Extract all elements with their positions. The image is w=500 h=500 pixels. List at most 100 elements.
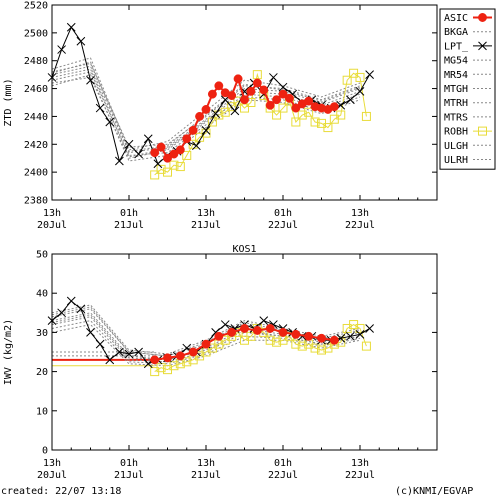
- iwv-series-line-mg54: [51, 316, 361, 363]
- ztd-x-tick-label-hour: 13h: [197, 208, 215, 219]
- iwv-point-asic: [175, 351, 185, 361]
- ztd-point-robh: [156, 164, 166, 174]
- iwv-y-tick-label: 20: [36, 367, 48, 378]
- iwv-y-tick-label: 0: [42, 446, 48, 457]
- ztd-point-lpt: [143, 134, 153, 144]
- iwv-point-asic: [329, 335, 339, 345]
- ztd-x-tick-label-hour: 13h: [351, 208, 369, 219]
- iwv-y-tick-label: 30: [36, 328, 48, 339]
- iwv-point-asic: [252, 325, 262, 335]
- ztd-point-asic: [169, 149, 179, 159]
- ztd-point-robh: [150, 170, 160, 180]
- ztd-point-robh: [310, 117, 320, 127]
- ztd-point-lpt: [211, 109, 220, 118]
- ztd-point-lpt: [355, 87, 365, 96]
- ztd-point-asic: [246, 86, 256, 96]
- iwv-point-asic: [265, 324, 275, 333]
- ztd-point-robh: [342, 75, 352, 85]
- ztd-y-tick-label: 2500: [24, 28, 48, 39]
- ztd-point-asic: [233, 74, 243, 84]
- iwv-point-asic: [214, 331, 224, 341]
- ztd-point-lpt: [346, 95, 355, 105]
- ztd-x-tick-label-date: 21Jul: [191, 220, 221, 231]
- legend-entry-label: MTRH: [444, 98, 468, 109]
- ztd-point-lpt: [201, 126, 211, 135]
- ztd-point-robh: [272, 110, 282, 120]
- iwv-panel: 0102030405013h20Jul01h21Jul13h21Jul01h22…: [3, 244, 438, 481]
- ztd-point-asic: [175, 145, 185, 155]
- iwv-point-robh: [355, 323, 365, 333]
- ztd-point-lpt: [95, 103, 105, 113]
- iwv-point-robh: [297, 341, 307, 351]
- legend-box: [439, 8, 496, 170]
- iwv-point-lpt: [66, 296, 76, 306]
- ztd-point-asic: [201, 105, 211, 114]
- ztd-point-robh: [175, 162, 185, 172]
- ztd-series-line-mr54: [51, 65, 361, 154]
- iwv-x-tick-label-date: 20Jul: [37, 470, 67, 481]
- iwv-x-tick-label-date: 21Jul: [114, 470, 144, 481]
- ztd-y-tick-label: 2440: [24, 112, 48, 123]
- legend-entry-label: MR54: [444, 70, 468, 81]
- ztd-point-lpt: [230, 106, 240, 116]
- iwv-x-tick-label-date: 22Jul: [268, 470, 298, 481]
- ztd-point-robh: [278, 103, 288, 113]
- iwv-point-asic: [201, 339, 211, 349]
- ztd-point-robh: [220, 107, 230, 117]
- legend-swatch-marker: [478, 41, 487, 51]
- iwv-point-lpt: [259, 316, 269, 325]
- ztd-point-asic: [284, 93, 294, 103]
- iwv-point-lpt: [105, 355, 115, 365]
- iwv-point-asic: [304, 331, 314, 341]
- ztd-point-robh: [201, 128, 211, 138]
- ztd-point-robh: [336, 110, 346, 120]
- ztd-point-lpt: [76, 36, 86, 46]
- ztd-x-tick-label-hour: 01h: [120, 208, 138, 219]
- ztd-point-asic: [265, 100, 275, 110]
- ztd-point-asic: [259, 85, 269, 95]
- ztd-y-tick-label: 2380: [24, 196, 48, 207]
- ztd-x-tick-label-date: 20Jul: [37, 220, 67, 231]
- iwv-point-lpt: [365, 324, 374, 333]
- iwv-point-lpt: [134, 347, 143, 357]
- ztd-y-axis-label: ZTD (mm): [3, 78, 14, 126]
- ztd-point-asic: [278, 89, 288, 99]
- iwv-point-lpt: [86, 328, 95, 337]
- legend-swatch-marker: [478, 126, 487, 136]
- ztd-point-asic: [291, 103, 301, 113]
- iwv-panel-title: KOS1: [232, 244, 256, 255]
- ztd-point-asic: [252, 78, 262, 88]
- iwv-point-robh: [291, 339, 301, 349]
- iwv-point-asic: [291, 329, 301, 339]
- ztd-point-lpt: [134, 149, 143, 159]
- ztd-x-tick-label-date: 22Jul: [268, 220, 298, 231]
- iwv-y-tick-label: 10: [36, 406, 48, 417]
- iwv-point-lpt: [346, 331, 355, 341]
- iwv-point-asic: [150, 355, 160, 365]
- iwv-series-line-mtgh: [51, 320, 361, 365]
- legend-entry-label: ULGH: [444, 141, 468, 152]
- legend-entry-label: BKGA: [444, 27, 468, 38]
- iwv-y-axis-label: IWV (kg/m2): [3, 319, 14, 385]
- ztd-point-asic: [329, 102, 339, 112]
- ztd-point-robh: [323, 123, 333, 133]
- legend-entry-label: MTGH: [444, 84, 468, 95]
- iwv-point-asic: [278, 327, 288, 337]
- ztd-point-lpt: [153, 159, 163, 169]
- ztd-point-lpt: [365, 70, 374, 79]
- iwv-point-robh: [361, 341, 371, 351]
- ztd-point-robh: [304, 107, 314, 117]
- ztd-point-asic: [163, 153, 172, 163]
- iwv-point-asic: [188, 347, 198, 357]
- iwv-x-tick-label-hour: 13h: [197, 458, 215, 469]
- ztd-y-tick-label: 2420: [24, 140, 48, 151]
- ztd-x-tick-label-hour: 01h: [274, 208, 292, 219]
- ztd-y-tick-label: 2460: [24, 84, 48, 95]
- legend-entry-label: LPT_: [444, 41, 469, 52]
- ztd-x-tick-label-hour: 13h: [43, 208, 61, 219]
- ztd-point-lpt: [105, 117, 115, 127]
- legend-entry-label: MG54: [444, 56, 468, 67]
- iwv-point-asic: [317, 333, 326, 343]
- iwv-series-line-bkga: [51, 308, 361, 357]
- iwv-x-tick-label-hour: 01h: [120, 458, 138, 469]
